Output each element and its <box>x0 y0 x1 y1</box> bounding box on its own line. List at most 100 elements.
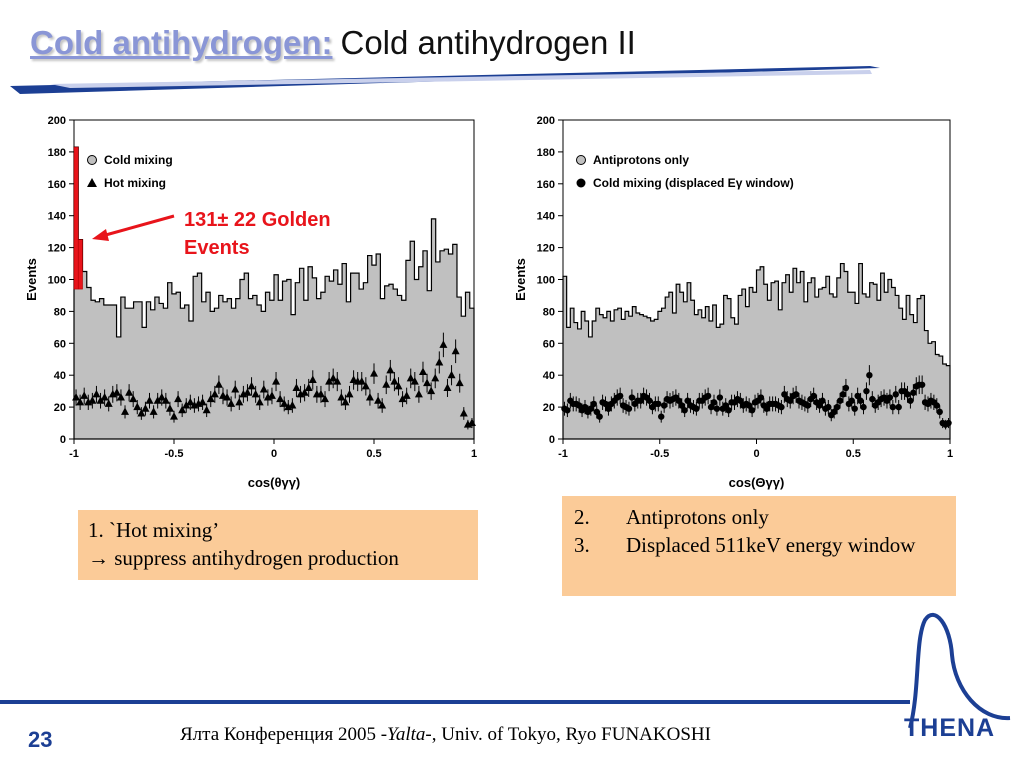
y-tick-label: 100 <box>48 275 66 287</box>
data-point <box>830 408 838 416</box>
data-point <box>431 373 440 382</box>
data-point <box>178 405 187 414</box>
data-point <box>427 386 436 395</box>
data-point <box>564 407 571 414</box>
data-point <box>660 402 668 409</box>
data-point <box>165 404 174 412</box>
data-point <box>272 377 281 385</box>
data-point <box>357 377 366 385</box>
data-point <box>825 403 832 411</box>
data-point <box>365 393 374 401</box>
data-point <box>121 407 130 415</box>
points-series <box>72 332 476 430</box>
data-point <box>848 397 855 404</box>
y-tick-label: 180 <box>48 147 66 159</box>
data-point <box>186 397 195 406</box>
data-point <box>707 403 715 411</box>
footer-pre: Ялта Конференция 2005 - <box>180 724 388 745</box>
data-point <box>810 392 817 400</box>
y-tick-label: 180 <box>537 147 555 159</box>
data-point <box>443 383 452 391</box>
golden-events-highlight <box>73 146 83 290</box>
annotation-arrow <box>101 214 175 238</box>
data-point <box>684 397 691 404</box>
data-point <box>590 400 597 408</box>
y-tick-label: 20 <box>543 402 555 414</box>
data-point <box>116 393 125 401</box>
data-point <box>904 391 911 398</box>
list-item: 3. Displaced 511keV energy window <box>574 531 956 559</box>
data-point <box>259 385 268 393</box>
data-point <box>280 399 289 407</box>
x-tick-label: 1 <box>471 448 477 460</box>
data-point <box>374 396 383 404</box>
list-item-text: Displaced 511keV energy window <box>626 533 916 557</box>
slide-title: Cold antihydrogen: Cold antihydrogen II <box>30 24 636 62</box>
data-point <box>778 403 785 411</box>
data-point <box>792 391 800 398</box>
data-point <box>833 403 841 411</box>
y-tick-label: 20 <box>54 402 66 414</box>
golden-bin <box>77 239 83 290</box>
data-point <box>658 413 665 420</box>
y-tick-label: 120 <box>537 243 555 255</box>
left-histogram-chart: 0 20 40 60 80 100 120 140 160 180 200 -1 -0.5 0 0.5 1 Ev… <box>24 115 477 490</box>
data-point <box>316 389 325 398</box>
data-point <box>713 405 721 412</box>
data-point <box>842 384 850 392</box>
data-point <box>235 397 244 406</box>
data-point <box>341 397 350 406</box>
data-point <box>745 402 753 409</box>
data-point <box>628 394 636 401</box>
legend-label: Cold mixing (displaced Eγ window) <box>593 176 794 190</box>
x-tick-label: 0.5 <box>366 448 381 460</box>
data-point <box>80 391 89 399</box>
golden-bin <box>73 146 79 290</box>
x-tick-label: 0.5 <box>846 448 861 460</box>
data-point <box>418 367 427 376</box>
annotation-arrowhead <box>92 229 109 241</box>
data-point <box>447 370 456 379</box>
data-point <box>129 394 138 403</box>
footer-credit: Ялта Конференция 2005 -Yalta-, Univ. of … <box>180 724 711 746</box>
data-point <box>390 377 399 385</box>
legend: Cold mixing Hot mixing <box>87 153 173 190</box>
data-point <box>757 394 765 401</box>
x-tick-label: -0.5 <box>165 448 184 460</box>
data-point <box>214 380 223 388</box>
data-point <box>247 381 256 390</box>
data-point <box>88 396 97 404</box>
y-tick-label: 200 <box>537 115 555 127</box>
data-point <box>100 393 109 401</box>
x-tick-label: -1 <box>558 448 568 460</box>
title-underline <box>10 66 880 94</box>
title-link[interactable]: Cold antihydrogen: <box>30 24 333 61</box>
right-arrow-icon: → <box>88 546 109 570</box>
legend-label: Cold mixing <box>104 153 173 167</box>
data-point <box>678 402 685 409</box>
control-samples-note: 2. Antiprotons only 3. Displaced 511keV … <box>562 496 956 596</box>
data-point <box>92 389 101 398</box>
page-number: 23 <box>28 727 53 752</box>
data-point <box>202 405 211 414</box>
data-point <box>907 397 914 404</box>
data-point <box>737 397 744 404</box>
y-tick-label: 80 <box>543 306 555 318</box>
data-point <box>153 396 162 404</box>
data-point <box>587 405 595 412</box>
data-point <box>945 419 952 427</box>
data-point <box>361 381 370 390</box>
data-point <box>693 405 700 412</box>
data-point <box>763 405 770 412</box>
footer-post: , Univ. of Tokyo, Ryo FUNAKOSHI <box>431 724 711 745</box>
data-point <box>646 397 653 404</box>
right-histogram-chart: 0 20 40 60 80 100 120 140 160 180 200 -1 -0.5 0 0.5 1 Ev… <box>513 115 953 490</box>
data-point <box>243 388 252 396</box>
data-point <box>910 389 917 396</box>
data-point <box>423 378 432 387</box>
data-point <box>288 401 297 409</box>
data-point <box>704 392 712 400</box>
data-point <box>227 399 236 407</box>
data-point <box>210 389 219 398</box>
data-point <box>76 397 85 406</box>
